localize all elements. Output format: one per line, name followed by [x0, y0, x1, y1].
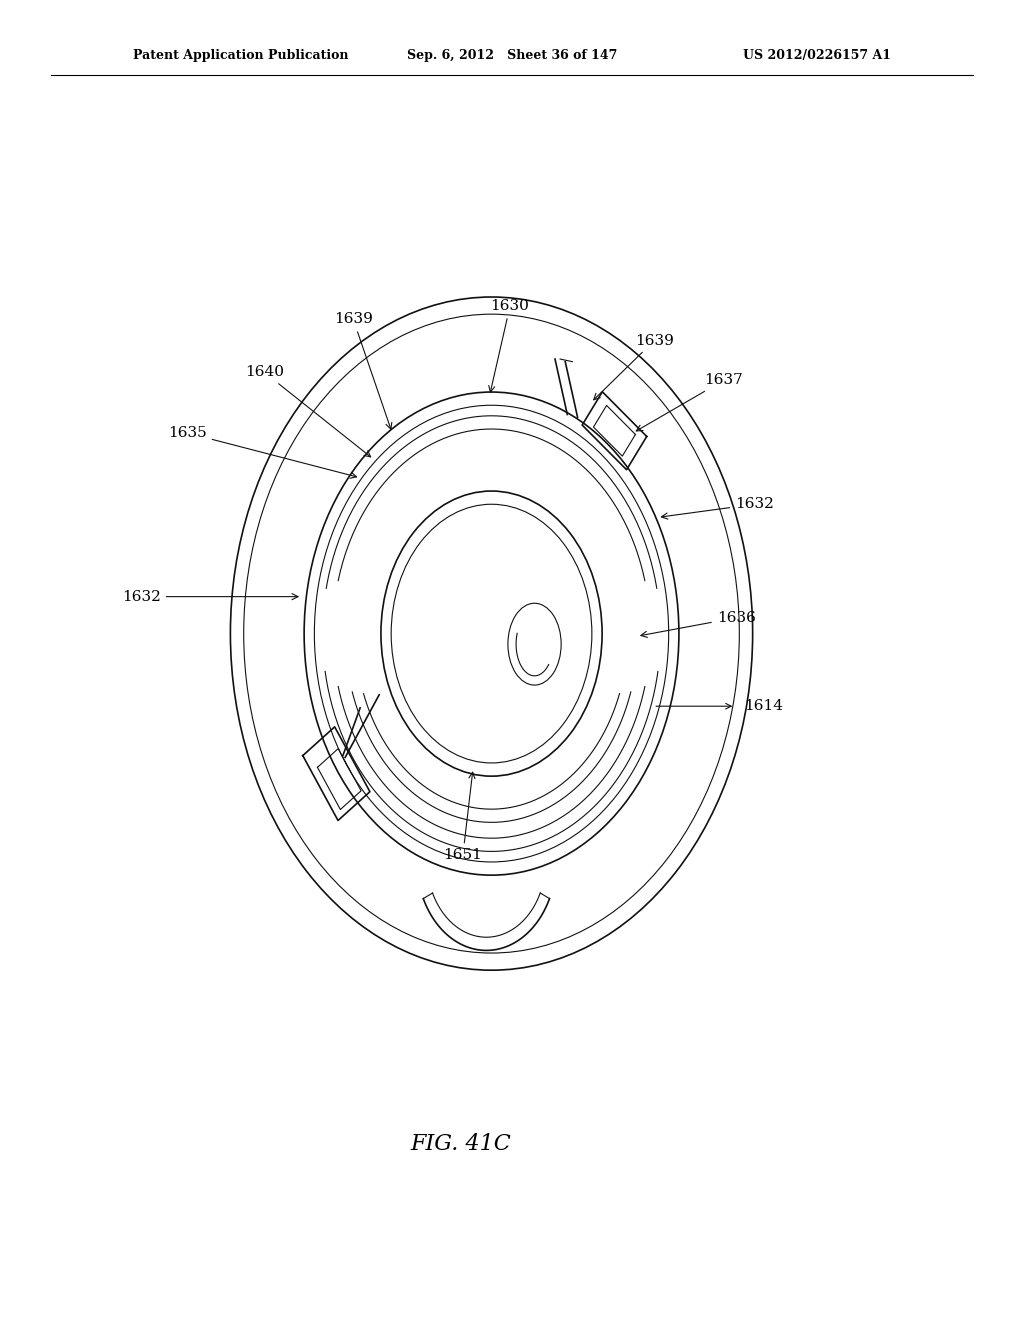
Text: 1640: 1640: [245, 366, 371, 457]
Text: Patent Application Publication: Patent Application Publication: [133, 49, 348, 62]
Text: 1632: 1632: [122, 590, 298, 603]
Text: 1639: 1639: [334, 313, 392, 429]
Text: Sep. 6, 2012   Sheet 36 of 147: Sep. 6, 2012 Sheet 36 of 147: [407, 49, 617, 62]
Text: 1636: 1636: [641, 611, 756, 638]
Text: FIG. 41C: FIG. 41C: [411, 1134, 511, 1155]
Text: 1630: 1630: [488, 300, 529, 392]
Text: 1651: 1651: [443, 772, 482, 862]
Text: 1614: 1614: [744, 700, 783, 713]
Text: US 2012/0226157 A1: US 2012/0226157 A1: [742, 49, 891, 62]
Text: 1639: 1639: [594, 334, 674, 400]
Text: 1635: 1635: [168, 426, 356, 478]
Text: 1637: 1637: [636, 374, 743, 430]
Text: 1632: 1632: [662, 498, 774, 519]
